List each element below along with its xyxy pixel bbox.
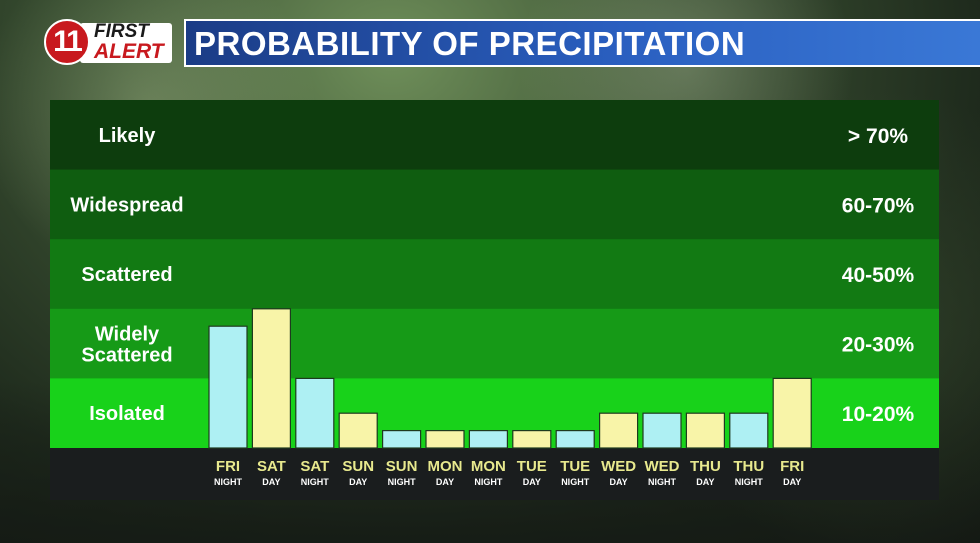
tick-day: SUN [342, 458, 374, 475]
tick-part: NIGHT [301, 477, 330, 487]
bar-fri-day [772, 377, 812, 449]
band-label-scattered: Scattered [81, 264, 172, 286]
bar-fri-night [208, 325, 248, 449]
tick-part: NIGHT [388, 477, 417, 487]
tick-part: DAY [262, 477, 280, 487]
bar-wed-night [642, 412, 682, 449]
tick-day: WED [601, 458, 636, 475]
bar-sun-night [382, 430, 422, 449]
band-widespread [50, 169, 939, 240]
logo-first-text: FIRST [94, 21, 149, 42]
logo-plate [80, 23, 172, 63]
first-alert-logo: 11 FIRST ALERT [44, 19, 172, 67]
tick-part: NIGHT [561, 477, 590, 487]
bar-tue-day [512, 430, 552, 449]
tick-day: MON [428, 458, 463, 475]
tick-part: DAY [523, 477, 541, 487]
band-likely [50, 100, 939, 171]
tick-day: SAT [257, 458, 286, 475]
bar-mon-day [425, 430, 465, 449]
bar-sat-day [251, 308, 291, 449]
bar-mon-night [468, 430, 508, 449]
band-range-widespread: 60-70% [842, 194, 915, 217]
tick-day: SUN [386, 458, 418, 475]
band-range-scattered: 40-50% [842, 264, 915, 287]
tick-part: NIGHT [214, 477, 243, 487]
tick-part: DAY [610, 477, 628, 487]
band-label-widely-scattered: Widely Scattered [81, 324, 172, 367]
bar-thu-day [685, 412, 726, 449]
tick-part: NIGHT [648, 477, 677, 487]
band-label-likely: Likely [99, 125, 157, 147]
tick-day: MON [471, 458, 506, 475]
bar-tue-night [555, 430, 595, 449]
bar-sat-night [295, 377, 335, 449]
tick-part: DAY [349, 477, 367, 487]
tick-day: TUE [560, 458, 590, 475]
band-range-isolated: 10-20% [842, 403, 915, 426]
tick-day: THU [690, 458, 721, 475]
tick-day: THU [733, 458, 764, 475]
title-bar: PROBABILITY OF PRECIPITATION [184, 19, 980, 67]
band-scattered [50, 239, 939, 310]
chart-title: PROBABILITY OF PRECIPITATION [194, 25, 746, 62]
bar-thu-night [729, 412, 769, 449]
band-label-widespread: Widespread [70, 194, 183, 216]
precip-chart-panel: Likely > 70% Widespread 60-70% Scattered 40-5… [50, 100, 939, 500]
tick-day: FRI [780, 458, 804, 475]
tick-day: WED [645, 458, 680, 475]
precip-chart: Likely > 70% Widespread 60-70% Scattered 40-5… [50, 100, 939, 500]
tick-part: NIGHT [735, 477, 764, 487]
channel-badge: 11 [44, 19, 90, 65]
tick-day: TUE [517, 458, 547, 475]
tick-part: DAY [696, 477, 714, 487]
tick-day: FRI [216, 458, 240, 475]
logo-alert-text: ALERT [94, 40, 164, 63]
bar-wed-day [598, 412, 639, 449]
bar-sun-day [338, 412, 378, 449]
tick-part: NIGHT [474, 477, 503, 487]
band-range-likely: > 70% [848, 125, 908, 148]
band-widely-scattered [50, 308, 939, 379]
band-label-isolated: Isolated [89, 403, 165, 425]
tick-part: DAY [783, 477, 801, 487]
tick-day: SAT [300, 458, 329, 475]
axis-strip [50, 448, 939, 500]
tick-part: DAY [436, 477, 454, 487]
band-range-widely-scattered: 20-30% [842, 334, 915, 357]
